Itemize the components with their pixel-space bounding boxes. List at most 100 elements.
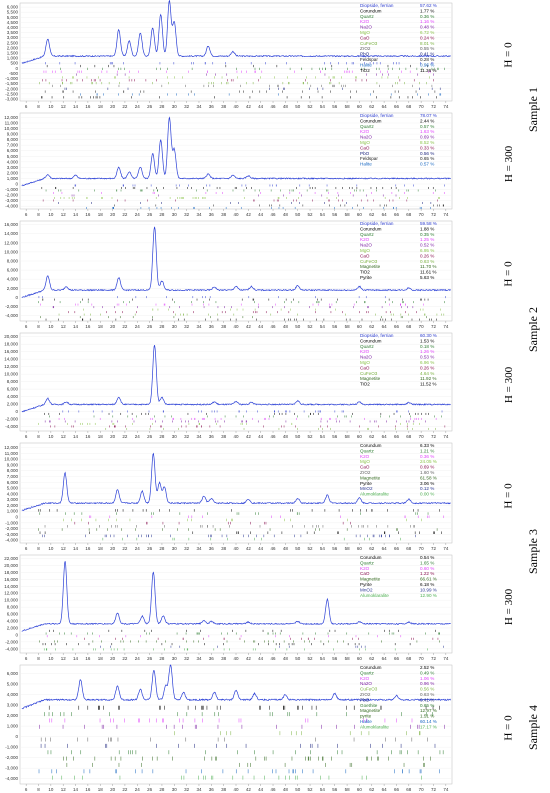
- y-tick-label: -1,500: [5, 81, 18, 86]
- y-tick-label: -3,000: [5, 532, 18, 537]
- legend-percent: 0.54 %: [420, 555, 434, 560]
- y-tick-label: 12,000: [4, 240, 18, 245]
- legend-percent: 61.58 %: [420, 475, 437, 480]
- x-tick-label: 34: [196, 546, 202, 551]
- y-tick-label: 4,000: [7, 491, 19, 496]
- x-tick-label: 36: [209, 546, 215, 551]
- legend-percent: 1.51 %: [420, 714, 434, 719]
- y-tick-label: -4,000: [5, 313, 18, 318]
- y-tick-label: 1,000: [7, 509, 19, 514]
- x-tick-label: 32: [184, 787, 190, 792]
- sample-label-4: Sample 4: [525, 705, 540, 750]
- x-tick-label: 16: [85, 212, 91, 217]
- y-tick-label: 0: [15, 182, 18, 187]
- y-tick-label: 1,000: [7, 724, 19, 729]
- x-tick-label: 68: [406, 104, 412, 109]
- x-tick-label: 30: [172, 546, 178, 551]
- h-field-label-text: H = 0: [503, 483, 515, 509]
- x-tick-label: 56: [332, 787, 338, 792]
- y-tick-label: 6,000: [7, 671, 19, 676]
- x-tick-label: 56: [332, 656, 338, 661]
- y-tick-label: 16,000: [4, 577, 18, 582]
- x-tick-label: 40: [233, 656, 239, 661]
- legend-percent: 1.60 %: [420, 470, 434, 475]
- x-tick-label: 42: [246, 434, 252, 439]
- x-tick-label: 46: [271, 656, 277, 661]
- y-tick-label: -2,000: [5, 304, 18, 309]
- legend-percent: 1.06 %: [420, 676, 434, 681]
- legend-phase: Corundum: [360, 118, 382, 123]
- y-tick-label: 12,000: [4, 591, 18, 596]
- x-tick-label: 68: [406, 787, 412, 792]
- legend-percent: 0.65 %: [420, 703, 434, 708]
- x-tick-label: 44: [258, 434, 264, 439]
- legend-phase: TiO2: [360, 382, 370, 387]
- y-tick-label: 11,000: [5, 451, 19, 456]
- x-tick-label: 70: [419, 434, 425, 439]
- y-tick-label: 6,000: [7, 268, 19, 273]
- legend-phase: MgO: [360, 30, 370, 35]
- x-tick-label: 66: [394, 324, 400, 329]
- y-tick-label: -4,000: [5, 538, 18, 543]
- x-tick-label: 16: [85, 104, 91, 109]
- legend-percent: 0.57 %: [420, 162, 434, 167]
- x-tick-label: 8: [37, 104, 40, 109]
- x-tick-label: 58: [345, 656, 351, 661]
- legend-phase: Diopside, ferrian: [360, 221, 394, 226]
- x-tick-label: 6: [25, 656, 28, 661]
- x-tick-label: 10: [48, 656, 54, 661]
- x-tick-label: 58: [345, 212, 351, 217]
- x-tick-label: 22: [122, 212, 128, 217]
- x-tick-label: 74: [443, 546, 449, 551]
- x-tick-label: 54: [320, 434, 326, 439]
- xrd-panel-5: 12,000 11,000 10,000 9,000 8,000 7,000 6,000 5,…: [0, 440, 500, 552]
- legend-percent: 1.22 %: [420, 571, 434, 576]
- y-tick-label: 7,000: [7, 474, 19, 479]
- x-tick-label: 24: [135, 434, 141, 439]
- h-field-label: H = 0: [500, 0, 518, 110]
- x-tick-label: 10: [48, 324, 54, 329]
- legend-percent: 1.65 %: [420, 560, 434, 565]
- legend-phase: pyrite: [360, 714, 372, 719]
- x-tick-label: 72: [431, 324, 437, 329]
- legend-percent: 0.96 %: [420, 62, 434, 67]
- legend-phase: ZrO2: [360, 46, 371, 51]
- x-tick-label: 34: [196, 212, 202, 217]
- x-tick-label: 50: [295, 546, 301, 551]
- x-tick-label: 68: [406, 212, 412, 217]
- x-tick-label: 32: [184, 212, 190, 217]
- plot-frame: [19, 220, 453, 322]
- x-tick-label: 52: [308, 104, 314, 109]
- x-tick-label: 18: [98, 787, 104, 792]
- x-tick-label: 14: [73, 104, 79, 109]
- y-tick-label: 18,000: [4, 342, 18, 347]
- y-tick-label: 1,000: [7, 176, 19, 181]
- x-tick-label: 56: [332, 104, 338, 109]
- legend-phase: Diopside, ferrian: [360, 3, 394, 8]
- x-tick-label: 70: [419, 212, 425, 217]
- legend-percent: 1.63 %: [420, 129, 434, 134]
- legend-phase: Corundum: [360, 226, 382, 231]
- y-tick-label: 4,500: [7, 20, 19, 25]
- xrd-chart: 6,000 5,000 4,000 3,000 2,000 1,000 0 -1,000 -2,…: [5, 664, 453, 792]
- y-tick-label: -2,000: [5, 86, 18, 91]
- legend-percent: 1.25 %: [420, 237, 434, 242]
- y-tick-label: 5,000: [7, 681, 19, 686]
- x-tick-label: 34: [196, 656, 202, 661]
- x-tick-label: 12: [61, 212, 67, 217]
- legend-phase: Feldspar: [360, 156, 378, 161]
- y-tick-label: -4,000: [5, 776, 18, 781]
- x-tick-label: 50: [295, 434, 301, 439]
- y-tick-label: 500: [10, 61, 18, 66]
- y-tick-label: -3,000: [5, 766, 18, 771]
- y-tick-label: 6,000: [7, 5, 19, 10]
- y-tick-label: 1,000: [7, 56, 19, 61]
- y-tick-label: -4,000: [5, 204, 18, 209]
- x-tick-label: 28: [159, 787, 165, 792]
- legend-phase: Magnetite: [360, 475, 381, 480]
- x-tick-label: 36: [209, 104, 215, 109]
- x-tick-label: 64: [382, 324, 388, 329]
- x-tick-label: 26: [147, 434, 153, 439]
- legend-percent: 0.26 %: [420, 365, 434, 370]
- x-tick-label: 22: [122, 434, 128, 439]
